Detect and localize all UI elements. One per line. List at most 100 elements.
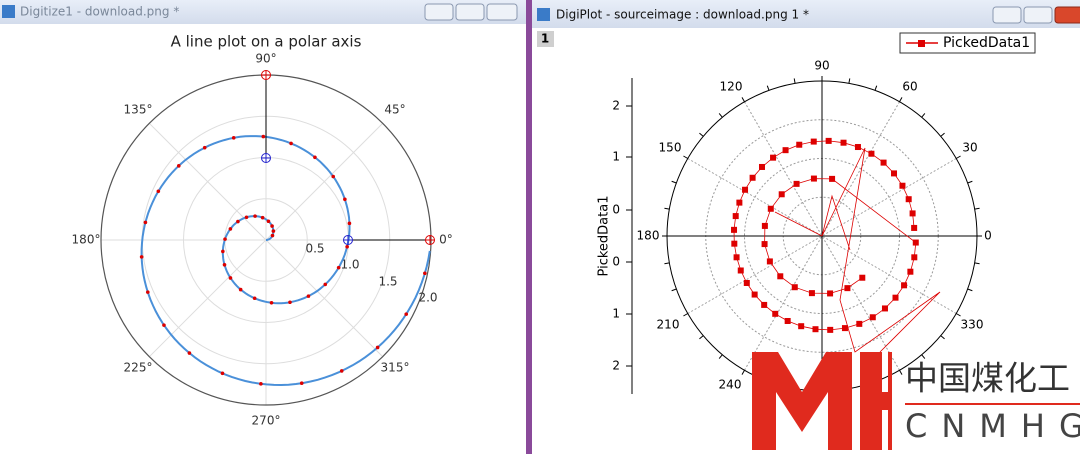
picked-point [162,323,166,327]
angle-tick [967,180,973,184]
picked-point [252,296,257,301]
data-marker [742,186,749,193]
angle-label: 240 [719,378,742,392]
data-marker [907,268,914,275]
picked-point [336,265,341,270]
picked-point [343,197,347,202]
angle-tick [683,155,689,159]
picked-point [345,244,349,249]
minimize-button[interactable] [424,3,454,21]
angle-tick [899,369,903,375]
data-marker [761,241,768,248]
picked-point [271,229,276,233]
data-marker [761,222,768,229]
data-marker [899,182,906,189]
angle-label: 315° [381,361,410,375]
data-marker [840,139,847,146]
angle-tick [664,207,670,210]
angle-tick [974,262,980,265]
picked-point [347,221,352,226]
close-button[interactable] [1054,6,1080,24]
left-window [0,0,526,454]
close-button[interactable] [486,3,518,21]
angle-label: 30 [962,141,977,155]
angle-label: 135° [124,103,153,117]
data-marker [737,267,744,274]
picked-point [244,215,249,220]
picked-point [222,262,227,267]
data-marker [743,279,750,286]
picked-point [223,237,227,241]
axis-marker-cross [261,153,271,163]
picked-point [145,290,150,294]
picked-point [313,155,317,160]
logo-m [752,352,852,450]
data-marker [732,213,739,220]
axis-marker-cross [261,70,271,80]
data-marker [793,180,800,187]
legend-marker [918,40,925,47]
angle-label: 225° [124,361,153,375]
data-marker [812,326,819,333]
maximize-button[interactable] [455,3,485,21]
picked-point [261,134,266,139]
data-marker [868,150,875,157]
data-marker [808,290,815,297]
angle-tick [940,132,945,137]
angle-tick [921,113,926,118]
picked-point [202,145,207,150]
picked-point [143,220,148,225]
data-marker [841,325,848,332]
y-axis-label: PickedData1 [597,196,612,277]
window-buttons[interactable] [424,3,518,21]
data-marker [905,196,912,203]
data-marker [909,210,916,217]
maximize-button[interactable] [1023,6,1053,24]
data-marker [854,144,861,151]
plot-title: A line plot on a polar axis [171,33,362,51]
angle-tick [967,288,973,292]
radial-label: 0.5 [305,242,324,256]
data-marker [767,205,774,212]
angle-label: 90 [814,59,829,73]
angle-tick [921,354,926,359]
y-tick-label: 0 [612,255,620,269]
data-marker [810,175,817,182]
axis-marker-cross [425,235,435,245]
picked-point [306,294,311,298]
angle-tick [699,335,704,340]
picked-point [238,287,243,292]
app-icon [537,8,550,21]
minimize-button[interactable] [992,6,1022,24]
legend [899,32,1036,54]
angle-tick [955,313,961,317]
data-marker [827,290,834,297]
angle-tick [718,354,723,359]
data-marker [770,154,777,161]
logo-h [860,352,892,450]
data-marker [869,314,876,321]
data-marker [880,159,887,166]
picked-point [156,189,161,194]
data-marker [766,258,773,265]
picked-point [176,164,181,168]
data-marker [791,284,798,291]
angle-tick [741,369,745,375]
data-marker [911,254,918,261]
y-tick-label: 2 [612,359,620,373]
data-marker [772,310,779,317]
angle-label: 180 [637,229,660,243]
picked-point [270,224,274,228]
angle-tick [741,97,745,103]
picked-point [220,371,225,376]
data-marker [784,317,791,324]
watermark: 中国煤化工 CNMHG [752,352,1080,450]
data-marker [827,326,834,333]
picked-point [423,271,427,276]
angle-tick [955,155,961,159]
data-marker [798,323,805,330]
data-marker [761,301,768,308]
window-buttons[interactable] [992,6,1080,24]
data-marker [751,291,758,298]
picked-point [259,382,263,386]
